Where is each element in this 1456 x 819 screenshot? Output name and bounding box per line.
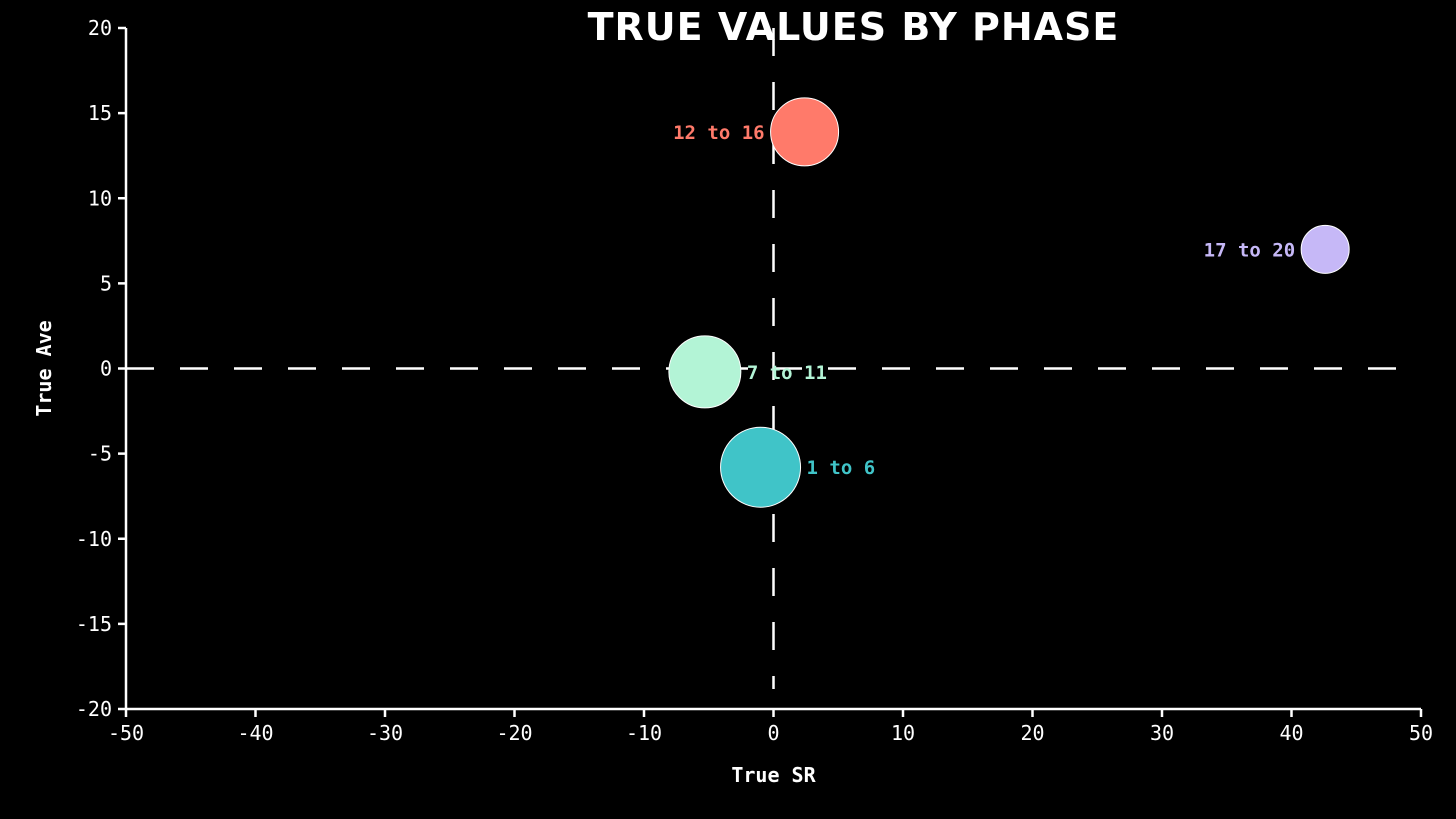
y-axis-label: True Ave bbox=[32, 320, 56, 416]
x-tick-label: 10 bbox=[891, 721, 915, 745]
x-tick-label: 40 bbox=[1279, 721, 1303, 745]
data-points: 1 to 6 7 to 11 12 to 16 17 to 20 bbox=[668, 97, 1350, 508]
y-tick-label: -20 bbox=[76, 697, 112, 721]
y-tick-label: -10 bbox=[76, 527, 112, 551]
data-point-label: 1 to 6 bbox=[807, 457, 876, 479]
data-point-label: 17 to 20 bbox=[1204, 239, 1296, 261]
x-tick-label: -40 bbox=[237, 721, 273, 745]
x-axis-ticks: -50 -40 -30 -20 -10 0 10 20 30 40 50 bbox=[108, 709, 1433, 745]
x-tick-label: -10 bbox=[626, 721, 662, 745]
x-tick-label: -30 bbox=[367, 721, 403, 745]
y-tick-label: -15 bbox=[76, 612, 112, 636]
y-tick-label: 0 bbox=[100, 357, 112, 381]
x-tick-label: 0 bbox=[767, 721, 779, 745]
chart-title: TRUE VALUES BY PHASE bbox=[588, 5, 1120, 49]
data-point bbox=[720, 426, 802, 508]
data-point bbox=[1300, 224, 1350, 274]
y-tick-label: 10 bbox=[88, 186, 112, 210]
data-point-label: 7 to 11 bbox=[747, 362, 827, 384]
y-axis-ticks: -20 -15 -10 -5 0 5 10 15 20 bbox=[76, 16, 126, 721]
x-axis-label: True SR bbox=[731, 763, 816, 787]
data-point bbox=[668, 335, 742, 409]
x-tick-label: 20 bbox=[1020, 721, 1044, 745]
data-point bbox=[770, 97, 840, 167]
x-tick-label: -20 bbox=[496, 721, 532, 745]
data-point-label: 12 to 16 bbox=[673, 122, 765, 144]
y-tick-label: 20 bbox=[88, 16, 112, 40]
y-tick-label: 15 bbox=[88, 101, 112, 125]
x-tick-label: -50 bbox=[108, 721, 144, 745]
y-tick-label: -5 bbox=[88, 442, 112, 466]
x-tick-label: 50 bbox=[1409, 721, 1433, 745]
x-tick-label: 30 bbox=[1150, 721, 1174, 745]
y-tick-label: 5 bbox=[100, 271, 112, 295]
